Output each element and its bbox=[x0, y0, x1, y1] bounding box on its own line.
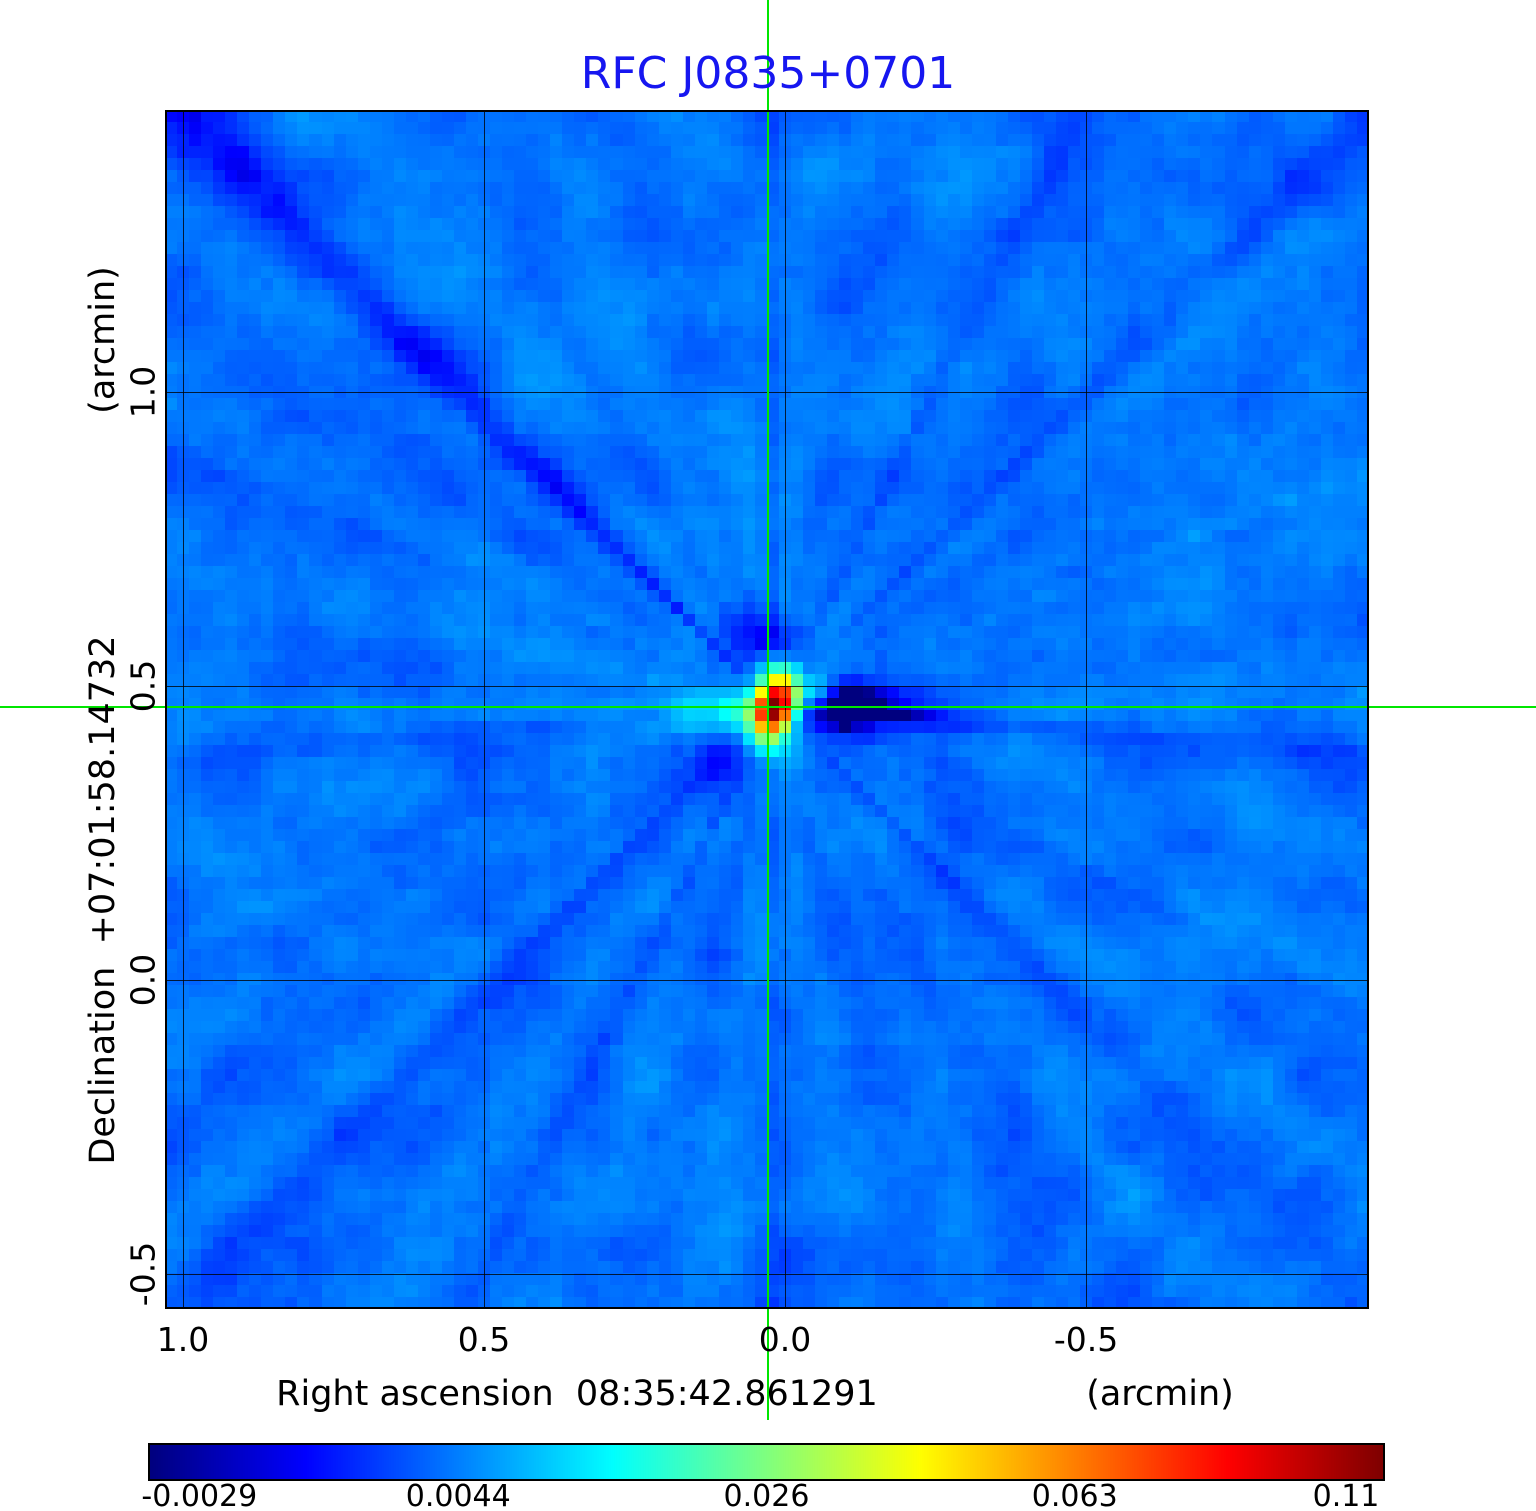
horizontal-gridline bbox=[165, 392, 1369, 394]
colorbar-tick-label: 0.063 bbox=[1031, 1479, 1118, 1511]
y-tick-label: -0.5 bbox=[123, 1241, 163, 1306]
vertical-gridline bbox=[484, 110, 486, 1309]
horizontal-gridline bbox=[165, 685, 1369, 687]
x-tick-label: 0.0 bbox=[758, 1320, 812, 1359]
horizontal-gridline bbox=[165, 979, 1369, 981]
y-tick-label: 1.0 bbox=[123, 365, 163, 419]
figure-title: RFC J0835+0701 bbox=[580, 48, 956, 99]
crosshair-horizontal-line bbox=[0, 706, 1536, 709]
y-tick-label: 0.0 bbox=[123, 953, 163, 1007]
colorbar-tick-label: -0.0029 bbox=[141, 1479, 258, 1511]
x-axis-label: Right ascension 08:35:42.861291 bbox=[276, 1374, 878, 1414]
vertical-gridline bbox=[183, 110, 185, 1309]
x-tick-label: -0.5 bbox=[1053, 1320, 1119, 1359]
radio-intensity-map bbox=[165, 110, 1369, 1309]
colorbar-tick-label: 0.11 bbox=[1312, 1479, 1380, 1511]
horizontal-gridline bbox=[165, 1273, 1369, 1275]
y-axis-unit-label: (arcmin) bbox=[83, 266, 123, 414]
crosshair-vertical-line bbox=[767, 0, 770, 1420]
colorbar-tick-label: 0.026 bbox=[723, 1479, 810, 1511]
vertical-gridline bbox=[1086, 110, 1088, 1309]
y-tick-label: 0.5 bbox=[123, 659, 163, 713]
x-tick-label: 0.5 bbox=[457, 1320, 511, 1359]
x-tick-label: 1.0 bbox=[156, 1320, 210, 1359]
colorbar-tick-label: 0.0044 bbox=[405, 1479, 511, 1511]
colorbar bbox=[150, 1445, 1383, 1479]
x-axis-unit-label: (arcmin) bbox=[1086, 1374, 1234, 1414]
y-axis-label: Declination +07:01:58.14732 bbox=[83, 635, 123, 1165]
vertical-gridline bbox=[785, 110, 787, 1309]
